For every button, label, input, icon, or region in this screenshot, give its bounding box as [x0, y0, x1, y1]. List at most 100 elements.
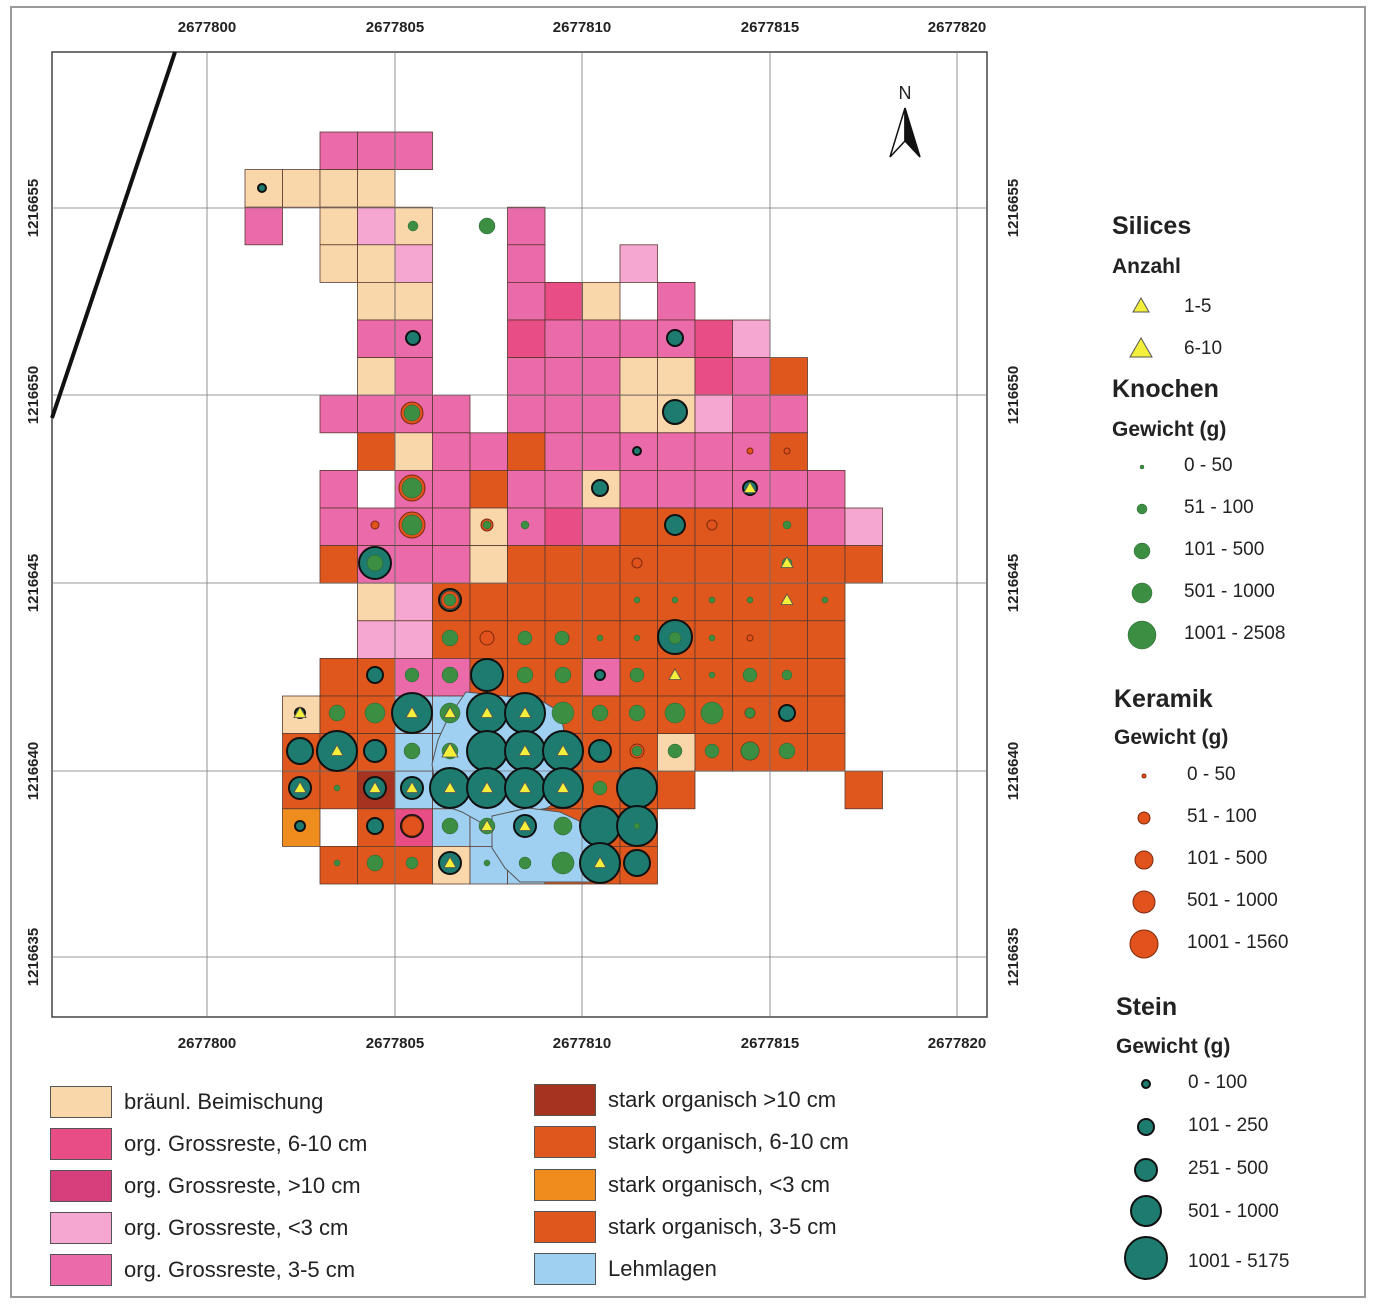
stein-marker: [294, 820, 306, 832]
knochen-marker: [483, 859, 491, 867]
fill-swatch: [50, 1254, 112, 1286]
excavation-square: [319, 658, 358, 697]
y-tick-left: 1216635: [25, 928, 42, 986]
fill-label: stark organisch, 6-10 cm: [608, 1129, 849, 1154]
excavation-square: [319, 206, 358, 246]
knochen-marker: [407, 220, 419, 232]
silices-marker: [441, 742, 459, 758]
silices-marker: [405, 706, 419, 718]
fill-label: stark organisch, <3 cm: [608, 1172, 830, 1197]
keramik-subtitle: Gewicht (g): [1114, 726, 1229, 749]
excavation-square: [507, 469, 546, 509]
fill-swatch: [534, 1253, 596, 1285]
excavation-square: [394, 131, 433, 170]
y-tick-left: 1216655: [25, 179, 42, 237]
knochen-marker: [554, 666, 572, 684]
knochen-marker: [478, 217, 496, 235]
keramik-legend-label: 51 - 100: [1187, 806, 1257, 827]
y-tick-left: 1216645: [25, 554, 42, 612]
stein-marker: [466, 730, 508, 772]
silices-title: Silices: [1112, 212, 1192, 240]
knochen-marker: [403, 742, 421, 760]
y-tick-left: 1216650: [25, 366, 42, 424]
excavation-square: [544, 545, 583, 584]
keramik-marker: [401, 815, 423, 837]
silices-large-icon: [1129, 337, 1153, 358]
keramik-legend-icon: [1141, 773, 1147, 779]
knochen-marker: [405, 856, 419, 870]
excavation-square: [807, 658, 846, 697]
keramik-marker: [706, 519, 718, 531]
knochen-marker: [364, 702, 386, 724]
stein-marker: [470, 658, 504, 692]
knochen-legend-label: 501 - 1000: [1184, 581, 1275, 602]
knochen-marker: [700, 701, 724, 725]
x-tick-bottom: 2677815: [741, 1035, 799, 1052]
stein-legend-label: 0 - 100: [1188, 1072, 1248, 1093]
stein-marker: [363, 739, 387, 763]
fill-label: stark organisch, 3-5 cm: [608, 1214, 837, 1239]
fill-swatch: [534, 1126, 596, 1158]
silices-marker: [480, 706, 494, 718]
excavation-square: [544, 432, 583, 471]
keramik-marker: [370, 520, 380, 530]
excavation-square: [319, 131, 358, 170]
excavation-square: [357, 507, 396, 546]
stein-marker: [257, 183, 267, 193]
excavation-square: [769, 620, 808, 659]
excavation-square: [582, 357, 621, 396]
silices-small-icon: [1132, 296, 1150, 313]
fill-swatch: [534, 1211, 596, 1243]
y-tick-right: 1216650: [1005, 366, 1022, 424]
silices-marker: [556, 781, 570, 793]
knochen-marker: [551, 701, 575, 725]
knochen-legend-icon: [1136, 503, 1148, 515]
knochen-marker: [554, 630, 570, 646]
stein-legend-icon: [1141, 1079, 1151, 1089]
stein-legend-label: 251 - 500: [1188, 1158, 1269, 1179]
excavation-square: [432, 507, 471, 546]
silices-marker: [443, 706, 457, 718]
x-tick-bottom: 2677810: [553, 1035, 611, 1052]
excavation-square: [507, 394, 546, 434]
silices-marker: [518, 744, 532, 756]
keramik-legend-label: 0 - 50: [1187, 764, 1236, 785]
stein-title: Stein: [1116, 993, 1178, 1021]
knochen-legend-icon: [1139, 464, 1145, 470]
excavation-square: [807, 733, 846, 772]
excavation-square: [319, 394, 358, 434]
y-tick-left: 1216640: [25, 742, 42, 800]
excavation-square: [507, 206, 546, 246]
keramik-legend-icon: [1129, 929, 1159, 959]
silices-marker: [443, 856, 457, 868]
knochen-marker: [443, 593, 457, 607]
excavation-square: [394, 582, 433, 622]
fill-swatch: [50, 1086, 112, 1118]
knochen-marker: [781, 669, 793, 681]
fill-swatch: [50, 1212, 112, 1244]
north-label: N: [899, 83, 912, 103]
knochen-marker: [821, 596, 829, 604]
excavation-square: [357, 620, 396, 659]
keramik-marker: [746, 634, 754, 642]
knochen-marker: [592, 780, 608, 796]
silices-marker: [743, 481, 757, 493]
x-tick-bottom: 2677805: [366, 1035, 424, 1052]
excavation-square: [357, 357, 396, 396]
stein-marker: [664, 514, 686, 536]
excavation-square: [507, 658, 546, 697]
fill-swatch: [534, 1169, 596, 1201]
excavation-square: [357, 582, 396, 622]
excavation-square: [469, 432, 508, 471]
silices-marker: [556, 744, 570, 756]
excavation-square: [432, 394, 471, 434]
excavation-square: [807, 545, 846, 584]
excavation-square: [732, 545, 771, 584]
excavation-square: [582, 582, 621, 622]
excavation-square: [432, 545, 471, 584]
knochen-marker: [708, 634, 716, 642]
stein-legend-label: 101 - 250: [1188, 1115, 1269, 1136]
knochen-marker: [633, 634, 641, 642]
fill-label: org. Grossreste, >10 cm: [124, 1173, 361, 1198]
x-tick-top: 2677815: [741, 19, 799, 36]
